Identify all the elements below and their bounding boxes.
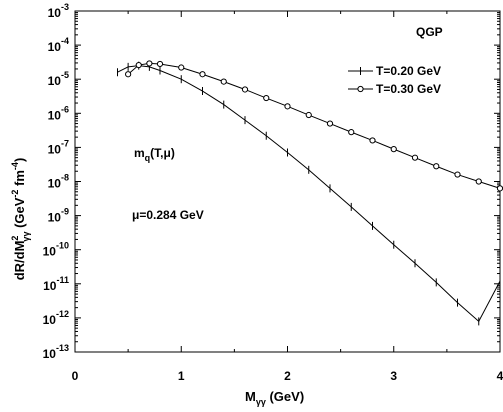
legend-label-t030: T=0.30 GeV: [376, 82, 441, 96]
y-tick-base: 10: [48, 6, 62, 20]
series-2: [125, 60, 503, 192]
y-tick-exponent: -3: [61, 2, 69, 12]
x-tick-label: 0: [72, 369, 79, 383]
x-tick-label: 3: [390, 369, 397, 383]
data-point: [241, 86, 249, 93]
y-tick-base: 10: [48, 177, 62, 191]
y-tick-label: 10-11: [43, 275, 69, 293]
y-tick-base: 10: [43, 245, 57, 259]
y-tick-base: 10: [48, 142, 62, 156]
data-point: [156, 60, 164, 68]
legend-entry-t030: T=0.30 GeV: [348, 82, 441, 96]
x-tick-label: 1: [178, 369, 185, 383]
y-tick-base: 10: [43, 347, 57, 361]
data-point: [411, 154, 419, 161]
data-point: [348, 129, 355, 136]
data-point: [125, 71, 132, 78]
data-point: [369, 137, 376, 144]
legend-label-t020: T=0.20 GeV: [376, 64, 441, 78]
annotation-chem-pot: μ=0.284 GeV: [132, 208, 204, 222]
y-axis-ticks: 10-310-410-510-610-710-810-910-1010-1110…: [43, 2, 500, 361]
annotation-mass-sub: q: [145, 153, 151, 163]
x-axis-unit: (GeV): [266, 389, 304, 404]
x-axis-title: Mγγ (GeV): [245, 389, 304, 407]
annotation-mass-main: m: [134, 146, 145, 160]
y-tick-exponent: -11: [56, 275, 69, 285]
y-tick-exponent: -6: [61, 104, 69, 114]
data-point: [496, 185, 503, 192]
y-tick-base: 10: [48, 211, 62, 225]
data-point: [146, 60, 153, 67]
y-tick-exponent: -5: [61, 70, 69, 80]
y-tick-exponent: -12: [56, 309, 69, 319]
y-axis-title: dR/dM2γγ (GeV-2 fm-4): [10, 158, 31, 281]
legend-entry-t020: T=0.20 GeV: [348, 64, 441, 78]
series-layer: [117, 60, 503, 326]
y-tick-base: 10: [43, 313, 57, 327]
y-tick-exponent: -7: [61, 138, 69, 148]
y-tick-base: 10: [48, 108, 62, 122]
y-tick-base: 10: [48, 74, 62, 88]
y-tick-label: 10-3: [48, 2, 69, 20]
y-tick-label: 10-4: [48, 36, 69, 54]
y-tick-label: 10-5: [48, 70, 69, 88]
y-tick-base: 10: [48, 40, 62, 54]
x-axis-label-sub: γγ: [256, 397, 266, 407]
annotation-mass: mq(T,μ): [134, 146, 175, 163]
y-tick-label: 10-7: [48, 138, 69, 156]
y-axis-unit-sup2: -4: [10, 162, 20, 170]
y-tick-label: 10-13: [43, 343, 69, 361]
y-tick-exponent: -4: [61, 36, 69, 46]
y-tick-exponent: -10: [56, 241, 69, 251]
series-1: [117, 61, 501, 326]
data-point: [454, 171, 461, 178]
y-tick-label: 10-8: [48, 173, 69, 191]
x-tick-label: 2: [284, 369, 291, 383]
y-tick-label: 10-12: [43, 309, 69, 327]
x-tick-label: 4: [497, 369, 503, 383]
y-axis-unit-mid: fm: [12, 170, 27, 190]
y-axis-unit-pre: (GeV: [12, 197, 27, 231]
y-axis-label-sub: γγ: [21, 232, 31, 242]
y-axis-label-sup: 2: [10, 236, 20, 241]
y-tick-label: 10-9: [48, 207, 69, 225]
y-axis-unit-post: ): [12, 158, 27, 162]
y-axis-unit-sup1: -2: [10, 190, 20, 198]
x-axis-label: M: [245, 389, 256, 404]
annotation-phase: QGP: [416, 25, 443, 39]
annotation-mass-args: (T,μ): [150, 146, 175, 160]
data-point: [199, 71, 206, 78]
data-point: [475, 178, 482, 185]
series-line: [117, 65, 501, 323]
y-tick-label: 10-10: [43, 241, 69, 259]
data-point: [178, 64, 185, 71]
data-point: [433, 163, 440, 170]
y-tick-exponent: -13: [56, 343, 69, 353]
data-point: [305, 111, 312, 119]
y-tick-base: 10: [43, 279, 57, 293]
data-point: [135, 61, 142, 69]
y-tick-exponent: -9: [61, 207, 69, 217]
data-point: [263, 94, 270, 102]
y-axis-label: dR/dM: [12, 241, 27, 281]
legend: T=0.20 GeV T=0.30 GeV: [348, 64, 441, 96]
legend-marker-t030: [357, 85, 364, 93]
data-point: [390, 146, 397, 153]
y-tick-label: 10-6: [48, 104, 69, 122]
x-axis-ticks: 0 1 2 3 4: [72, 11, 503, 383]
data-point: [220, 78, 227, 85]
data-point: [326, 120, 334, 127]
series-line: [127, 62, 501, 189]
data-point: [284, 103, 291, 110]
y-tick-exponent: -8: [61, 173, 69, 183]
